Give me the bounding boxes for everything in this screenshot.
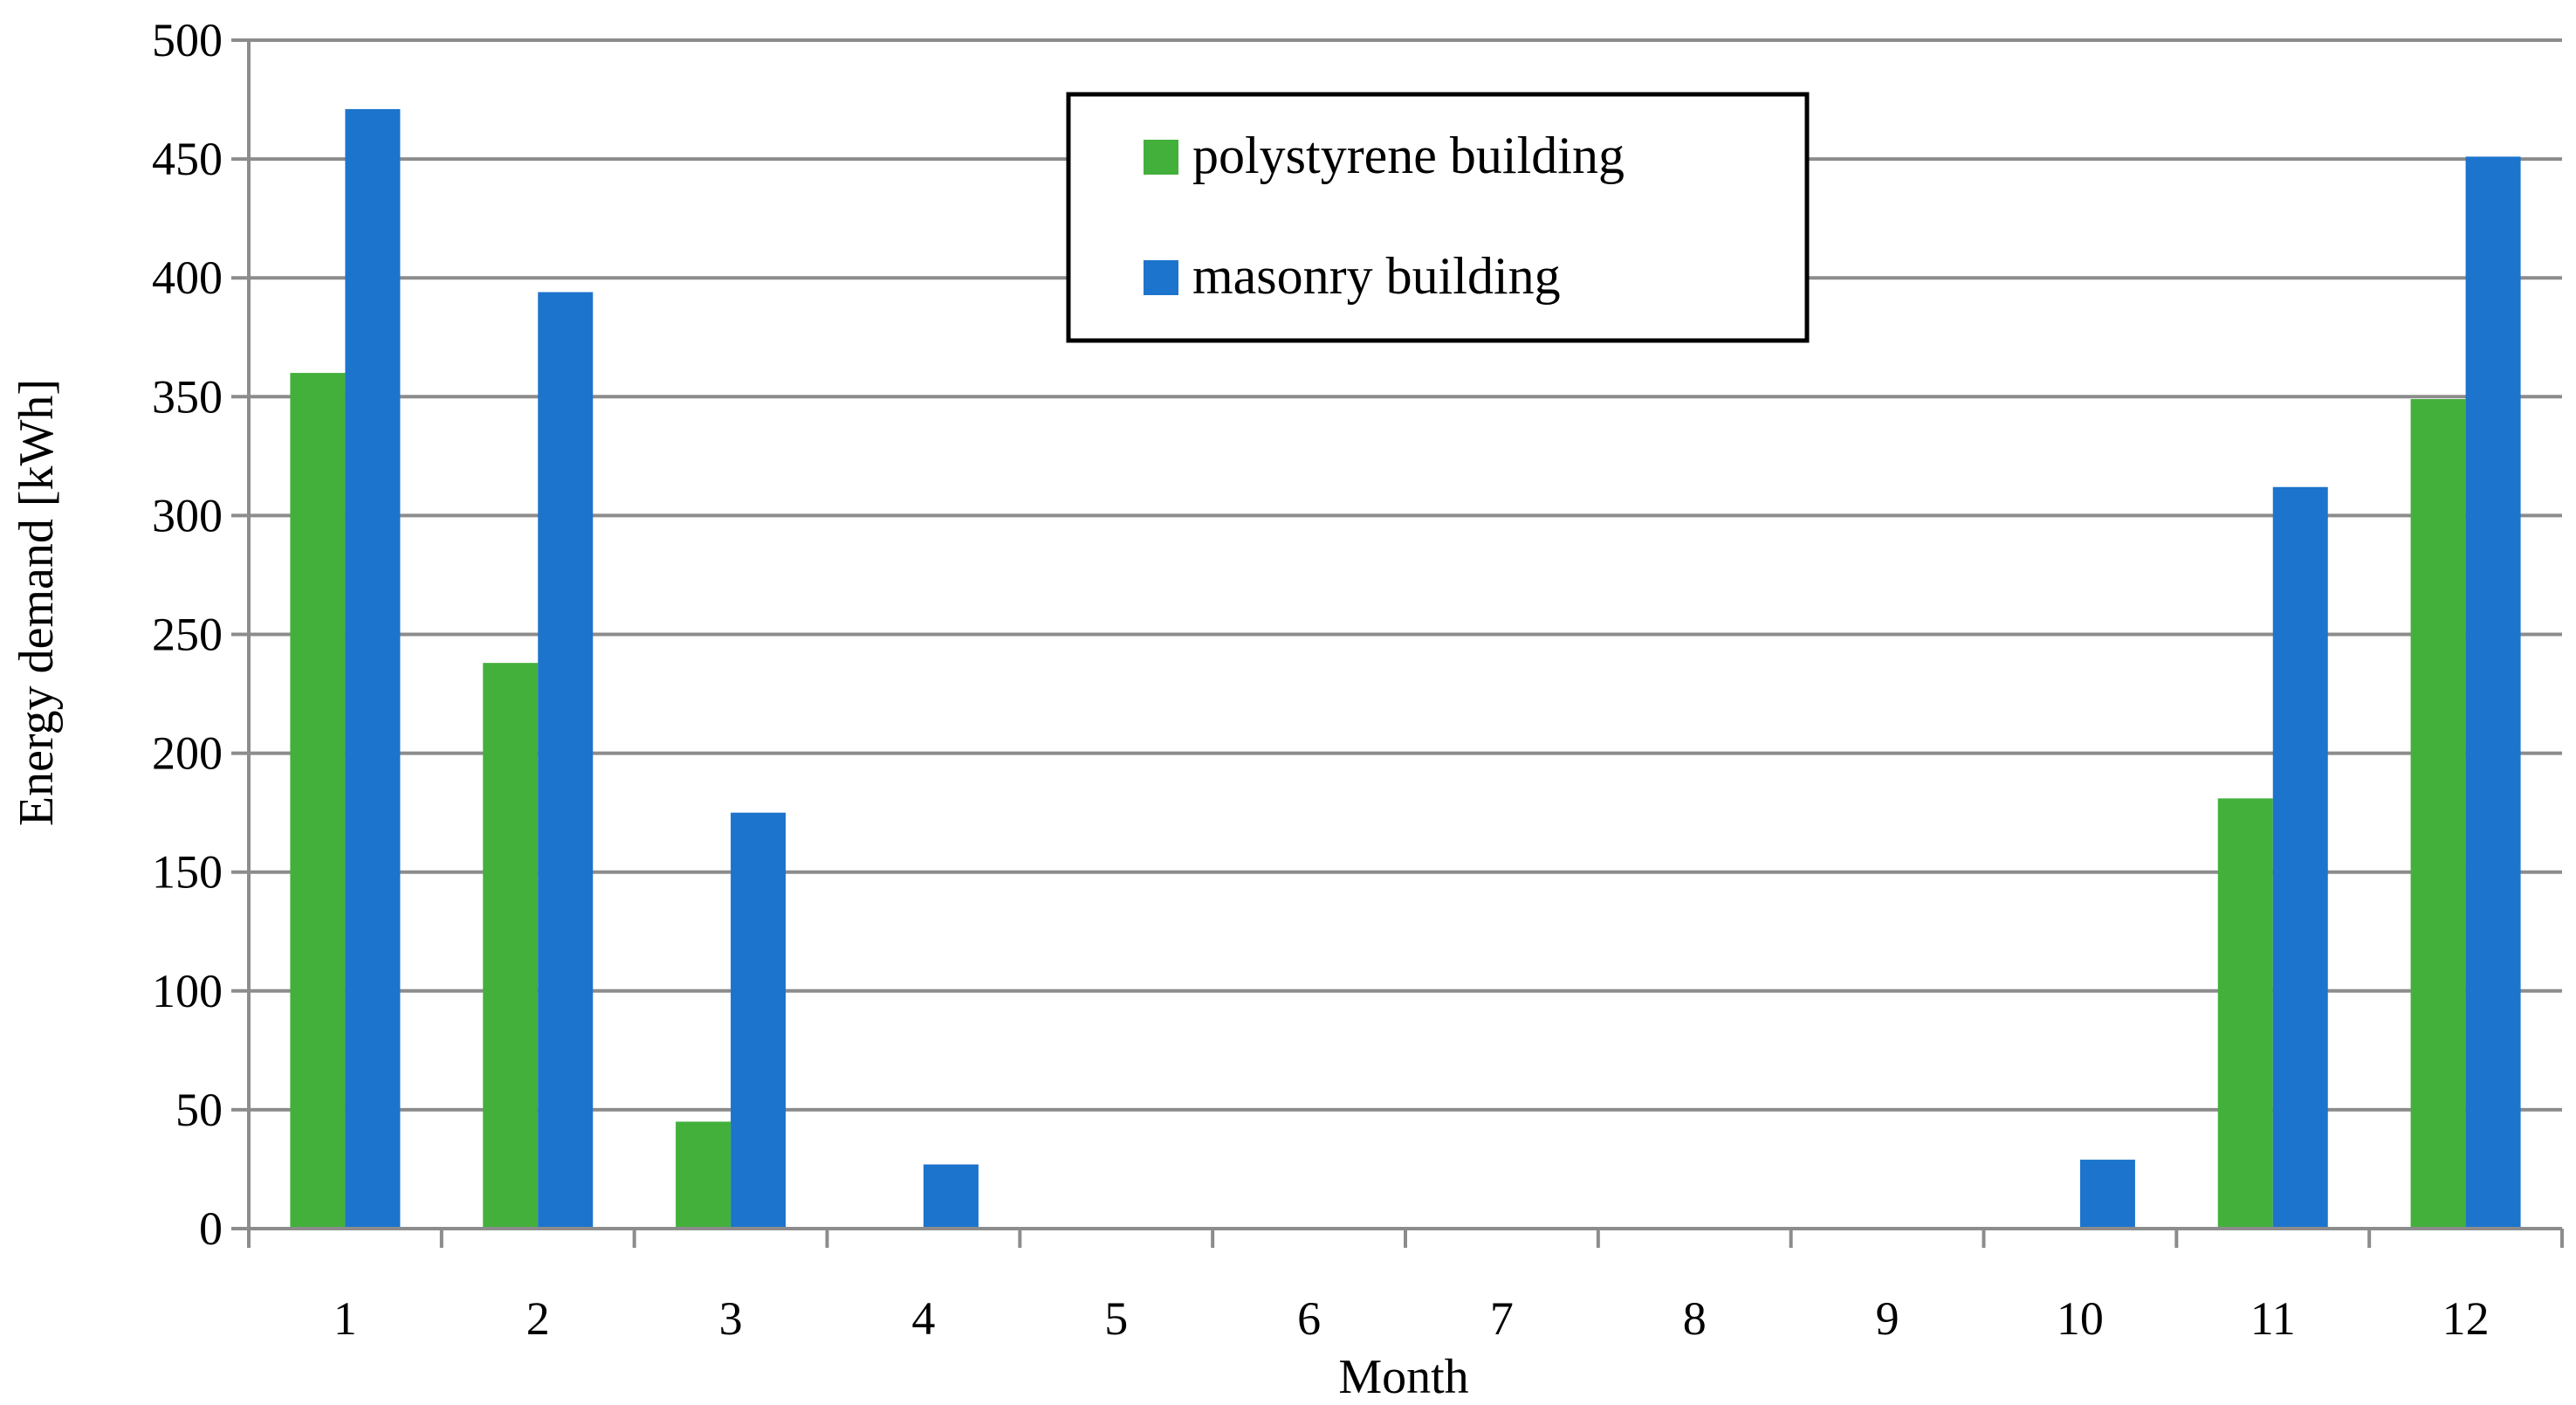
legend-label-masonry: masonry building [1192,247,1561,305]
y-tick-label-250: 250 [152,609,223,661]
bar-masonry-month-11 [2272,486,2328,1229]
y-tick-label-500: 500 [152,14,223,66]
bar-polystyrene-month-1 [290,373,346,1229]
x-axis-title: Month [1338,1350,1468,1404]
x-tick-label-8: 8 [1683,1292,1707,1345]
bar-masonry-month-3 [731,812,787,1229]
y-tick-label-200: 200 [152,727,223,780]
y-tick-label-0: 0 [199,1202,223,1255]
x-tick-label-5: 5 [1104,1292,1128,1345]
bar-polystyrene-month-3 [676,1121,732,1229]
y-tick-label-150: 150 [152,846,223,899]
bar-masonry-month-2 [538,292,594,1229]
x-tick-label-11: 11 [2250,1292,2296,1345]
x-tick-label-9: 9 [1876,1292,1899,1345]
x-tick-label-1: 1 [333,1292,357,1345]
x-tick-label-12: 12 [2442,1292,2490,1345]
y-axis-title: Energy demand [kWh] [10,379,64,826]
y-tick-label-400: 400 [152,251,223,304]
y-tick-label-350: 350 [152,370,223,423]
bar-masonry-month-1 [345,108,401,1229]
y-tick-label-300: 300 [152,489,223,541]
bar-polystyrene-month-2 [483,663,539,1229]
legend-swatch-masonry [1144,260,1178,295]
legend-swatch-polystyrene [1144,140,1178,175]
bar-masonry-month-4 [923,1164,979,1229]
legend-box [1066,92,1810,343]
x-tick-label-7: 7 [1490,1292,1514,1345]
x-tick-label-2: 2 [526,1292,550,1345]
bar-masonry-month-12 [2465,156,2521,1229]
x-tick-label-4: 4 [911,1292,935,1345]
legend: polystyrene building masonry building [1066,92,1810,343]
x-tick-label-10: 10 [2057,1292,2104,1345]
y-tick-label-50: 50 [175,1084,223,1136]
bar-masonry-month-10 [2079,1160,2135,1229]
legend-label-polystyrene: polystyrene building [1192,127,1625,184]
x-tick-label-6: 6 [1297,1292,1321,1345]
bars [290,108,2521,1229]
bar-polystyrene-month-12 [2410,399,2466,1229]
y-tick-label-450: 450 [152,133,223,185]
axes [231,38,2564,1248]
x-tick-label-3: 3 [719,1292,743,1345]
y-tick-label-100: 100 [152,965,223,1017]
bar-polystyrene-month-11 [2217,798,2273,1229]
